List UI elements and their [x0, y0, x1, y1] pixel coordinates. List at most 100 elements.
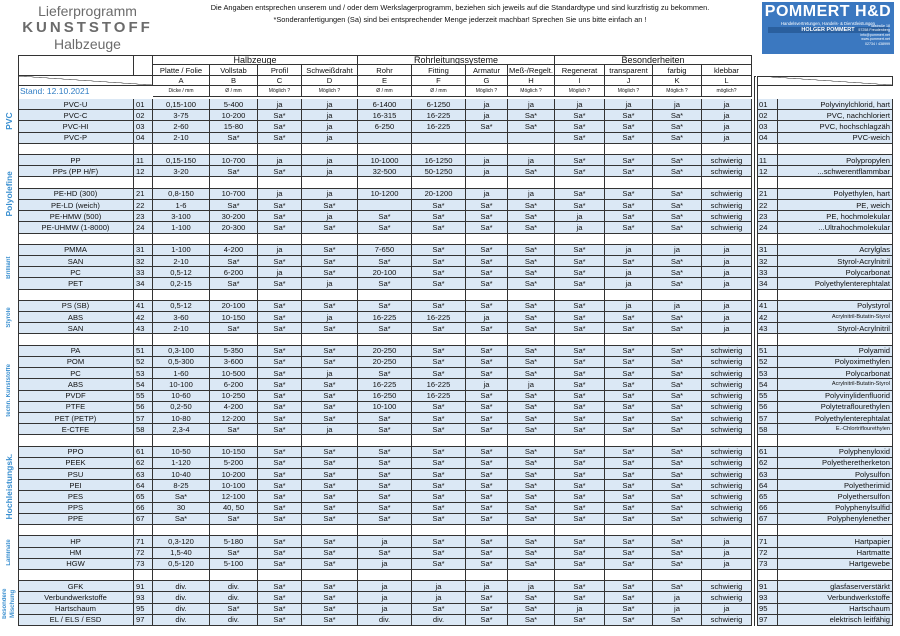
property-value: Sa*	[412, 300, 466, 313]
material-description: Polyphenylsulfid	[778, 502, 893, 514]
property-value: ja	[653, 603, 702, 615]
material-name: PVC-HI	[18, 121, 134, 133]
note: *Sonderanfertigungen (Sa) sind bei entsp…	[273, 15, 647, 24]
blank-cell	[605, 435, 653, 447]
property-value: 10-700	[210, 188, 258, 200]
column-unit: Ø / mm	[358, 86, 412, 97]
property-value: ja	[555, 211, 605, 223]
property-value: Sa*	[358, 446, 412, 458]
material-code: 32	[134, 255, 153, 268]
property-value: Sa*	[302, 502, 358, 514]
blank-cell	[605, 569, 653, 582]
property-value: Sa*	[258, 558, 302, 570]
property-value: ja	[605, 244, 653, 256]
property-value: Sa*	[555, 345, 605, 357]
blank-cell	[358, 334, 412, 346]
property-value: Sa*	[258, 412, 302, 425]
property-value: Sa*	[555, 155, 605, 167]
blank-cell	[210, 569, 258, 582]
property-value: Sa*	[653, 424, 702, 436]
property-value: schwierig	[702, 188, 752, 200]
blank-cell	[153, 525, 210, 537]
property-value: div.	[210, 581, 258, 593]
property-value: Sa*	[302, 547, 358, 559]
property-value: schwierig	[702, 614, 752, 626]
property-value: 10-150	[210, 312, 258, 324]
property-value: Sa*	[508, 199, 555, 212]
property-value: Sa*	[555, 356, 605, 369]
blank-cell	[508, 435, 555, 447]
property-value: ja	[555, 99, 605, 111]
logo-address: Talstraße 18 57258 Freudenberg info@pommer…	[858, 24, 890, 46]
material-code: 33	[134, 267, 153, 279]
material-code: 11	[134, 155, 153, 167]
property-value: Sa*	[555, 547, 605, 559]
blank-cell	[555, 569, 605, 582]
property-value: 10-700	[210, 155, 258, 167]
material-code: 54	[757, 379, 778, 391]
property-value: Sa*	[605, 323, 653, 335]
property-value: 1-60	[153, 368, 210, 380]
property-value: Sa*	[605, 188, 653, 200]
blank-cell	[153, 143, 210, 156]
column-name: Platte / Folie	[153, 65, 210, 76]
blank-cell	[18, 289, 134, 301]
column-letter: J	[605, 76, 653, 86]
material-name: PPO	[18, 446, 134, 458]
property-value: Sa*	[605, 345, 653, 357]
blank-cell	[412, 143, 466, 156]
material-code: 41	[757, 300, 778, 313]
property-value: ja	[466, 312, 508, 324]
property-value: ja	[302, 188, 358, 200]
material-description: Polysulfon	[778, 469, 893, 481]
property-value: ja	[702, 244, 752, 256]
blank-cell	[412, 233, 466, 245]
property-value: 5-180	[210, 536, 258, 548]
property-value: Sa*	[466, 278, 508, 290]
blank-cell	[302, 233, 358, 245]
property-value: Sa*	[508, 424, 555, 436]
material-description: PVC, nachchloriert	[778, 110, 893, 122]
property-value: Sa*	[555, 469, 605, 481]
header-blank	[757, 76, 893, 86]
property-value: ja	[358, 581, 412, 593]
material-code: 34	[134, 278, 153, 290]
property-value: Sa*	[302, 255, 358, 268]
property-value: 0,5-300	[153, 356, 210, 369]
blank-cell	[412, 569, 466, 582]
property-value: Sa*	[258, 278, 302, 290]
property-value: Sa*	[358, 368, 412, 380]
property-value: Sa*	[653, 446, 702, 458]
property-value: 20-250	[358, 356, 412, 369]
blank-cell	[508, 334, 555, 346]
property-value: 16-225	[412, 110, 466, 122]
property-value: Sa*	[358, 457, 412, 469]
blank-cell	[210, 233, 258, 245]
blank-cell	[18, 525, 134, 537]
material-name: PET (PETP)	[18, 412, 134, 425]
material-name: E-CTFE	[18, 424, 134, 436]
blank-cell	[210, 435, 258, 447]
property-value: Sa*	[412, 211, 466, 223]
property-value: schwierig	[702, 480, 752, 492]
blank-cell	[508, 233, 555, 245]
blank-cell	[258, 569, 302, 582]
property-value: Sa*	[258, 255, 302, 268]
property-value: 10-100	[210, 480, 258, 492]
double-rule	[754, 76, 756, 626]
property-value: Sa*	[412, 412, 466, 425]
column-unit: Ø / mm	[412, 86, 466, 97]
material-code: 23	[757, 211, 778, 223]
property-value: 3-75	[153, 110, 210, 122]
material-code: 62	[757, 457, 778, 469]
blank-cell	[778, 334, 893, 346]
property-value: 10-200	[210, 110, 258, 122]
property-value: schwierig	[702, 457, 752, 469]
material-name: GFK	[18, 581, 134, 593]
blank-cell	[757, 525, 778, 537]
column-letter: D	[302, 76, 358, 86]
property-value: Sa*	[466, 491, 508, 503]
material-code: 23	[134, 211, 153, 223]
property-value: Sa*	[412, 480, 466, 492]
material-code: 56	[134, 401, 153, 413]
